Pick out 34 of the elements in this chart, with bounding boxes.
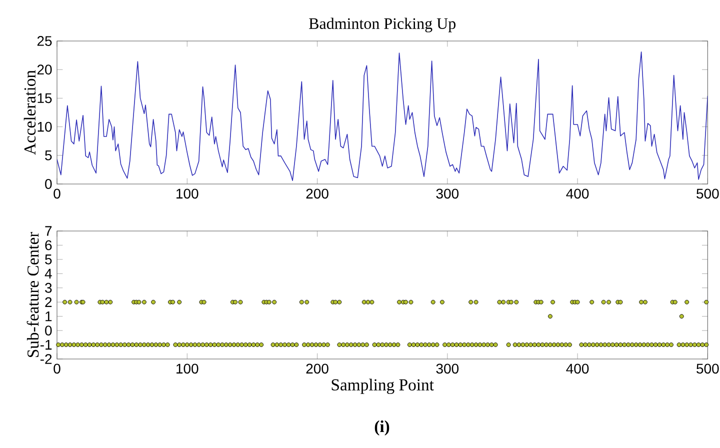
x-axis-title: Sampling Point: [332, 378, 434, 394]
y-tick-label: 6: [45, 240, 52, 250]
y-tick-label: 5: [45, 150, 52, 160]
y-tick-label: 15: [38, 93, 52, 104]
y-tick-label: 20: [37, 64, 52, 75]
text: (i): [374, 420, 390, 436]
x-tick-label: 0: [54, 188, 60, 199]
x-tick-label: 100: [176, 364, 198, 374]
y-tick-label: -2: [40, 354, 52, 364]
line-series: [57, 51, 708, 181]
x-tick-label: 200: [306, 188, 328, 199]
chart-title: Badminton Picking Up: [309, 18, 456, 32]
x-tick-label: 400: [566, 364, 589, 374]
x-tick-label: 100: [176, 188, 198, 199]
y-tick-label: 5: [45, 254, 52, 264]
y-tick-label: 7: [45, 226, 52, 236]
y-tick-label: 10: [38, 122, 52, 132]
x-tick-label: 300: [436, 364, 459, 374]
y-tick-label: 0: [45, 326, 52, 336]
x-tick-label: 300: [436, 188, 459, 199]
y-tick-label: 0: [45, 179, 52, 189]
x-tick-label: 500: [696, 188, 719, 199]
y-tick-label: 3: [45, 282, 52, 293]
y-tick-label: 25: [37, 36, 52, 46]
x-tick-label: 0: [54, 364, 60, 374]
y-axis-title: Acceleration: [24, 70, 36, 155]
y-tick-label: 4: [44, 268, 52, 278]
x-tick-label: 400: [566, 188, 589, 199]
x-tick-label: 500: [696, 364, 719, 374]
y-tick-label: 2: [45, 297, 52, 307]
y-tick-label: 1: [46, 312, 52, 322]
x-tick-label: 200: [306, 364, 328, 374]
y-axis-title: Sub-feature Center: [26, 232, 39, 358]
y-tick-label: -1: [40, 340, 52, 350]
